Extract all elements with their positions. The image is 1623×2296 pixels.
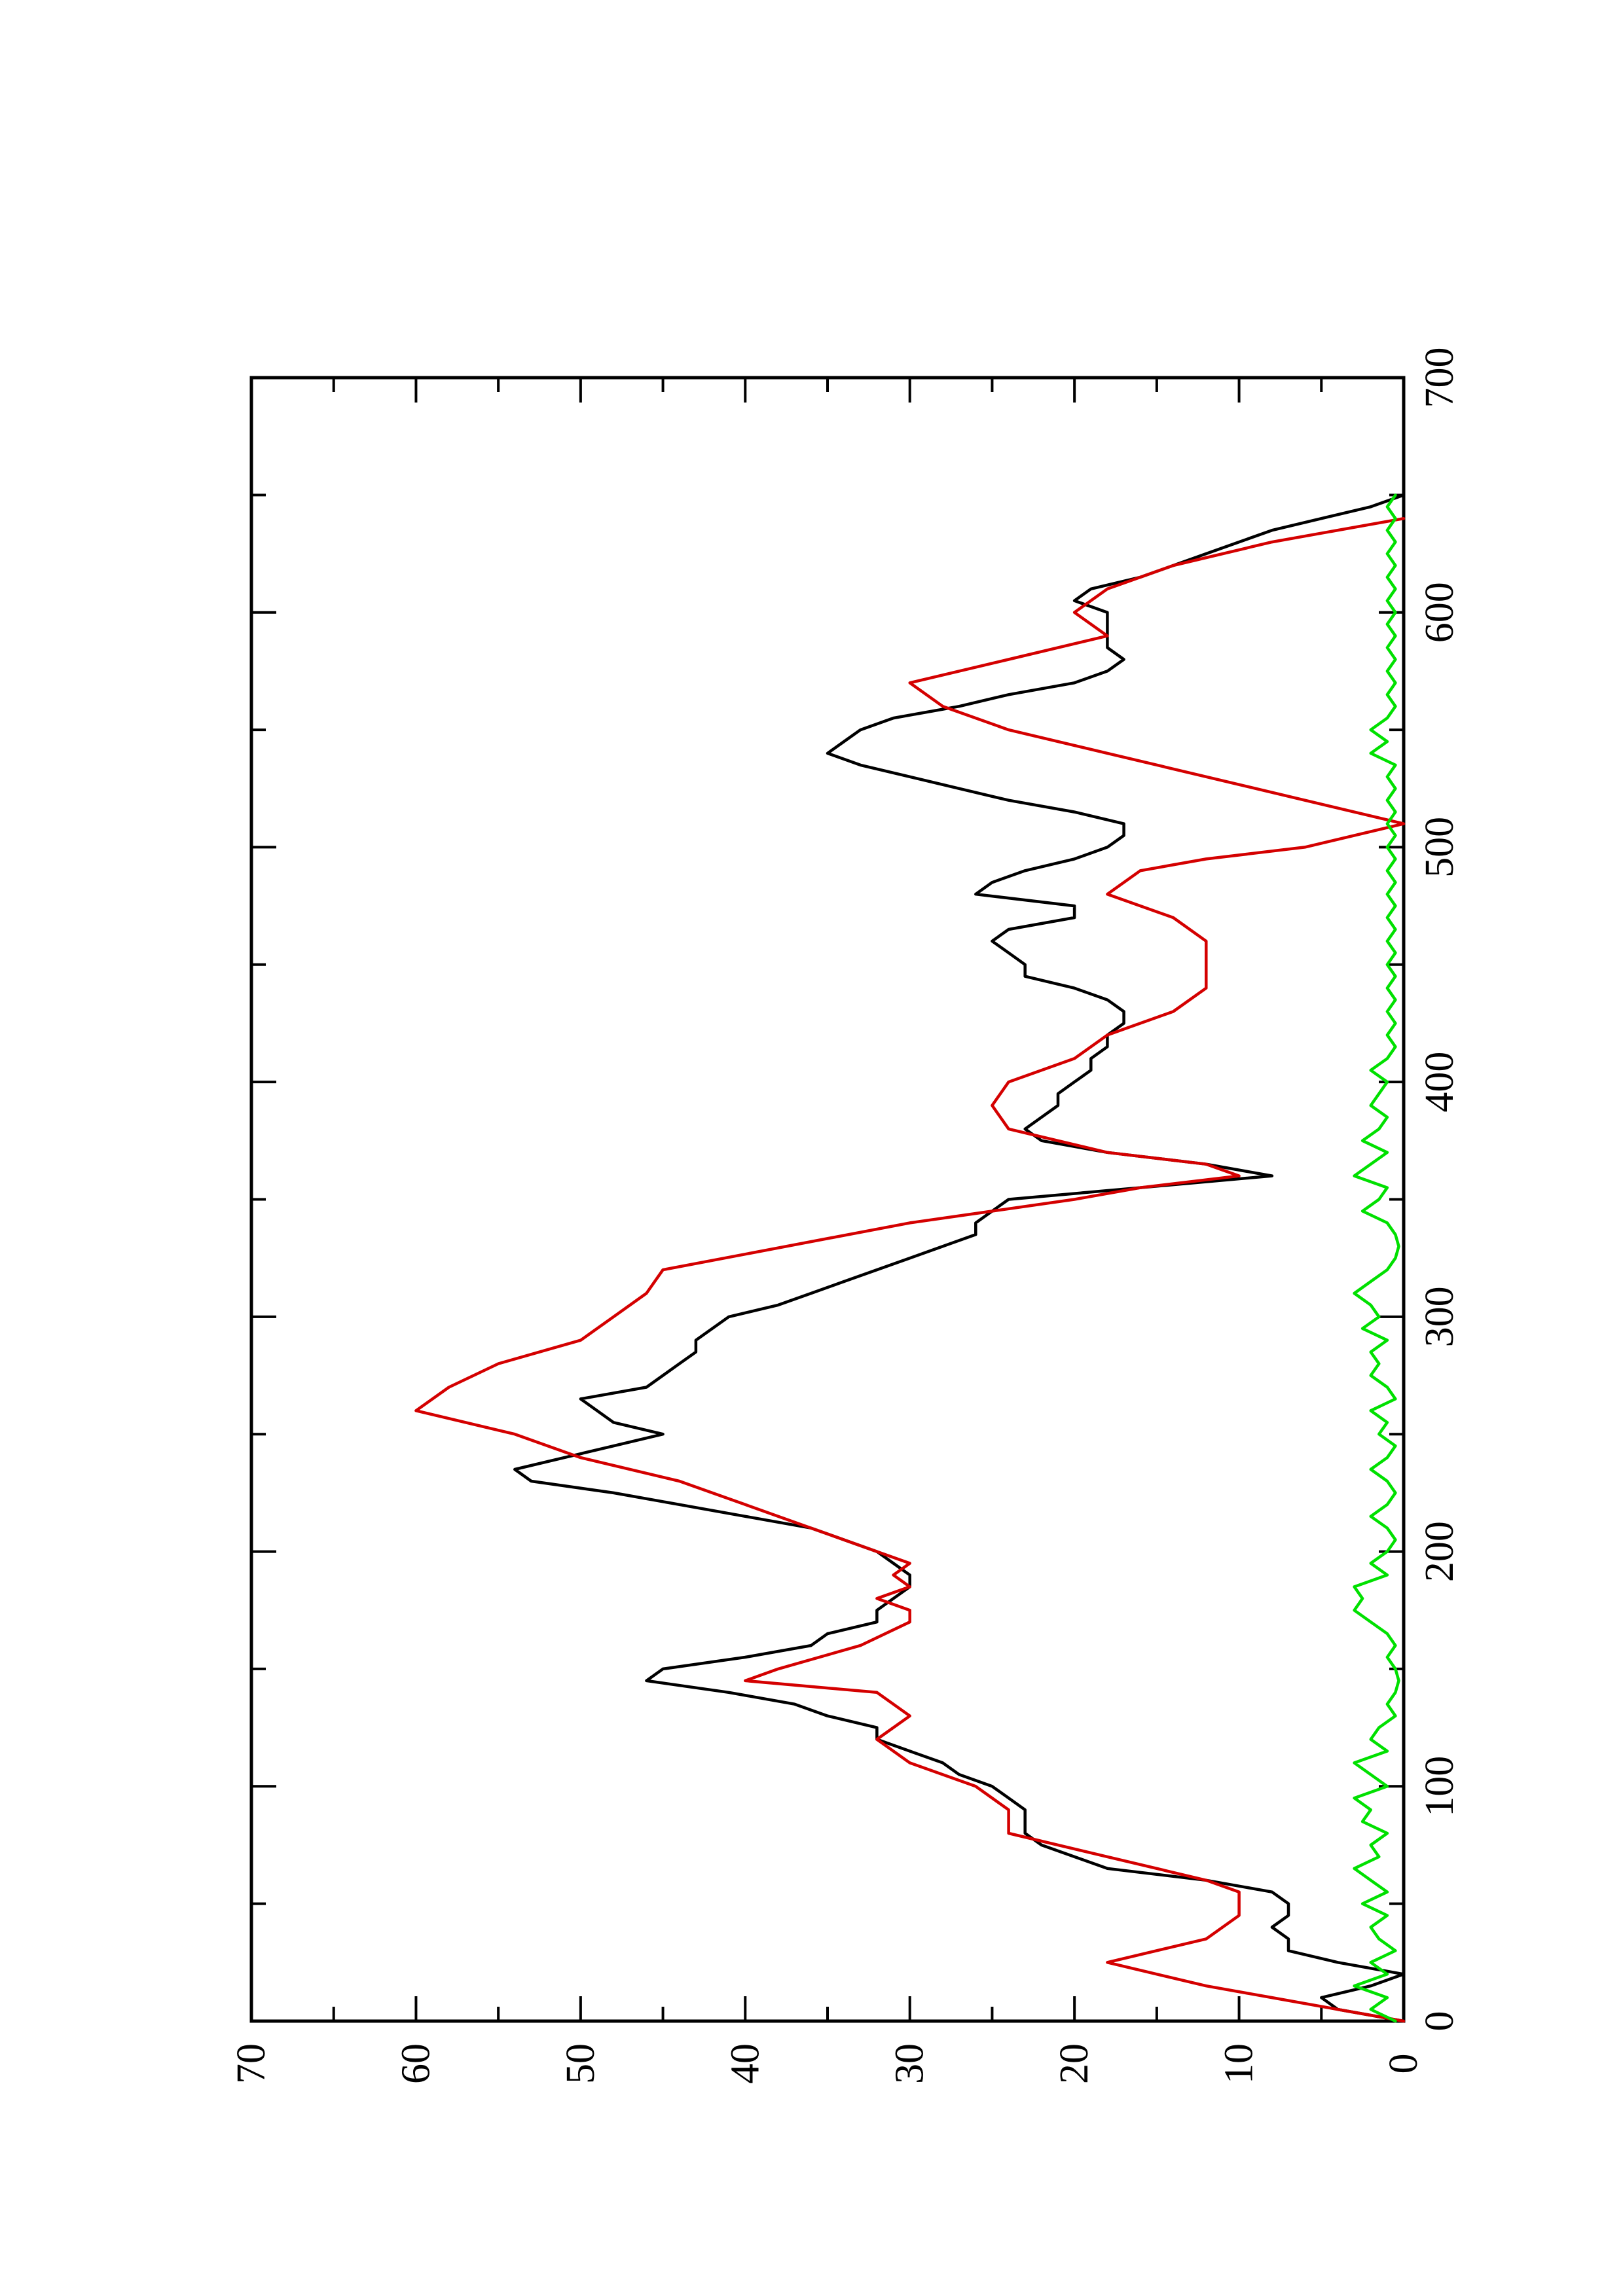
series-green-line: [1353, 493, 1400, 2023]
x-tick-label: 400: [1417, 1052, 1462, 1113]
x-tick-label: 200: [1417, 1521, 1462, 1582]
x-tick-label: 600: [1417, 582, 1462, 643]
y-tick-label: 10: [1217, 2043, 1262, 2084]
y-tick-label: 50: [558, 2043, 603, 2084]
x-tick-label: 300: [1417, 1286, 1462, 1347]
y-tick-label: 60: [393, 2043, 438, 2084]
x-tick-label: 700: [1417, 348, 1462, 408]
x-tick-label: 500: [1417, 817, 1462, 878]
x-tick-label: 0: [1417, 2011, 1462, 2032]
y-tick-label: 70: [229, 2043, 274, 2084]
y-tick-label: 30: [888, 2043, 932, 2084]
y-tick-label: 40: [723, 2043, 767, 2084]
series-red-line: [414, 516, 1406, 2023]
plot-layer: 0 100 200 300 400 500 600 700 0 10 20 30 40 50 60 70: [229, 348, 1462, 2085]
x-tick-label: 100: [1417, 1756, 1462, 1817]
series-black-line: [513, 493, 1406, 2023]
y-tick-label: 0: [1381, 2054, 1426, 2074]
y-tick-label: 20: [1052, 2043, 1097, 2084]
